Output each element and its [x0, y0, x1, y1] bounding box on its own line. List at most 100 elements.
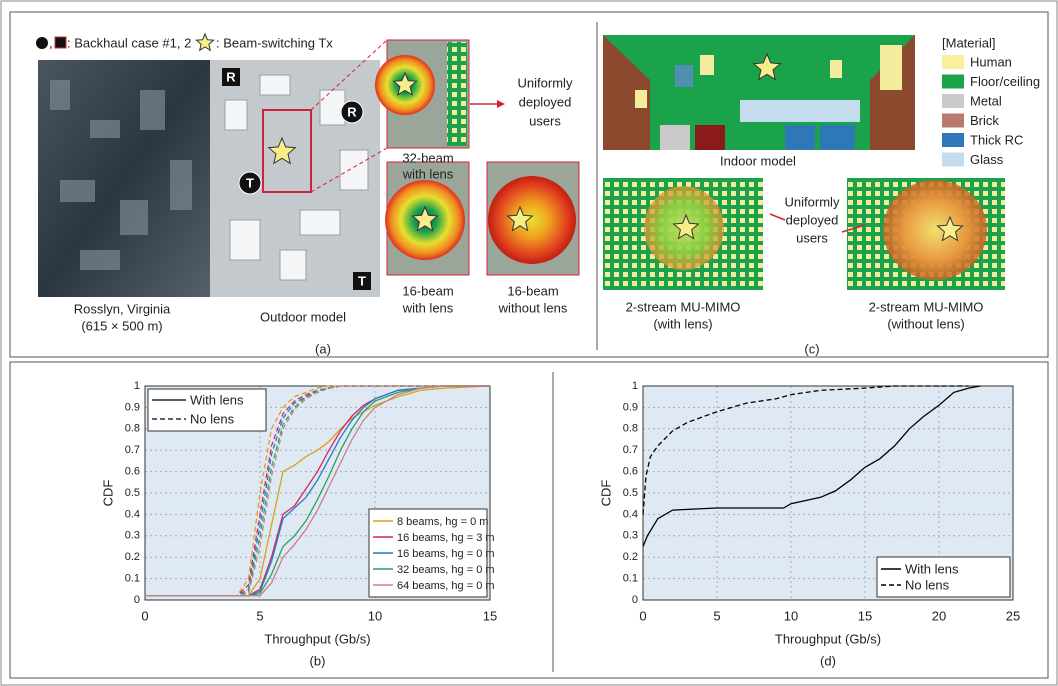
marker	[340, 100, 364, 124]
material-swatch	[942, 55, 964, 69]
material-label: Brick	[970, 113, 999, 128]
series-line	[145, 385, 490, 597]
map-label: (615 × 500 m)	[81, 318, 162, 333]
bottom-panel	[9, 361, 1049, 679]
legend-label: 16 beams, hg = 3 m	[397, 532, 495, 544]
indoor-objects	[635, 45, 902, 150]
marker	[222, 68, 240, 86]
backhaul-icon	[36, 37, 48, 49]
legend-box	[876, 556, 1011, 598]
y-axis-label: CDF	[598, 480, 613, 507]
beam-label: with lens	[402, 166, 454, 181]
mimo-label: 2-stream MU-MIMO	[869, 299, 984, 314]
y-axis-label: CDF	[100, 480, 115, 507]
x-tick-label: 15	[858, 608, 872, 623]
y-tick-label: 0.2	[125, 551, 140, 563]
marker-label: R	[347, 104, 357, 119]
series-line	[642, 385, 969, 515]
zoom-box	[262, 109, 312, 193]
caption: (b)	[310, 653, 326, 668]
material-legend: Human Floor/ceiling Metal Brick Thick RC Glas…	[942, 54, 1040, 167]
legend-label: With lens	[905, 561, 959, 576]
caption: (c)	[804, 341, 819, 356]
material-swatch	[942, 113, 964, 128]
legend-label: No lens	[905, 577, 950, 592]
material-swatch	[942, 94, 964, 108]
legend-label: No lens	[190, 411, 235, 426]
y-tick-label: 0.5	[623, 487, 638, 499]
x-tick-label: 20	[932, 608, 946, 623]
material-label: Glass	[970, 152, 1004, 167]
star	[267, 136, 297, 165]
caption: (d)	[820, 653, 836, 668]
x-axis-label: Throughput (Gb/s)	[775, 631, 881, 646]
legend-box	[147, 388, 267, 432]
star	[392, 71, 418, 96]
arrow-head	[497, 100, 505, 108]
y-tick-label: 0	[632, 594, 638, 606]
star	[672, 213, 700, 240]
users-label: Uniformly	[518, 75, 573, 90]
y-tick-label: 0	[134, 594, 140, 606]
legend-sep: ,	[49, 35, 53, 50]
material-label: Floor/ceiling	[970, 74, 1040, 89]
x-tick-label: 15	[483, 608, 497, 623]
users-strip	[447, 42, 467, 146]
legend-text: : Backhaul case #1, 2	[67, 35, 191, 50]
y-tick-label: 0.6	[623, 466, 638, 478]
city-blocks	[50, 80, 192, 270]
mimo-label: (without lens)	[887, 316, 964, 331]
marker-label: T	[246, 175, 254, 190]
y-tick-label: 0.9	[623, 401, 638, 413]
x-tick-label: 10	[368, 608, 382, 623]
users-label: deployed	[519, 94, 572, 109]
users-label: users	[796, 230, 828, 245]
beam-label: 16-beam	[402, 283, 453, 298]
series-line	[145, 385, 490, 597]
star	[752, 52, 782, 81]
x-tick-label: 5	[256, 608, 263, 623]
coverage	[883, 180, 987, 280]
legend-label: 64 beams, hg = 0 m	[397, 580, 495, 592]
y-tick-label: 0.1	[125, 573, 140, 585]
marker-label: R	[226, 69, 236, 84]
zoom-line	[310, 39, 388, 111]
indoor-label: Indoor model	[720, 153, 796, 168]
material-label: Human	[970, 54, 1012, 69]
star	[195, 32, 215, 52]
beam-label: with lens	[402, 300, 454, 315]
series-line	[145, 385, 491, 597]
series-line	[642, 385, 981, 547]
series-line	[145, 385, 490, 597]
top-panel	[9, 11, 1049, 358]
legend-label: 8 beams, hg = 0 m	[397, 516, 488, 528]
caption: (a)	[315, 341, 331, 356]
arrow	[841, 224, 866, 233]
y-tick-label: 0.8	[125, 423, 140, 435]
material-swatch	[942, 133, 964, 147]
star	[936, 215, 964, 242]
x-tick-label: 5	[713, 608, 720, 623]
y-tick-label: 0.8	[623, 423, 638, 435]
map-label: Rosslyn, Virginia	[74, 301, 171, 316]
arrow	[769, 213, 786, 221]
marker-label: T	[358, 273, 366, 288]
material-title: [Material]	[942, 35, 995, 50]
y-tick-label: 0.2	[623, 551, 638, 563]
y-tick-label: 0.6	[125, 466, 140, 478]
y-tick-label: 1	[632, 380, 638, 392]
x-axis-label: Throughput (Gb/s)	[264, 631, 370, 646]
y-tick-label: 0.4	[125, 508, 140, 520]
users-label: Uniformly	[785, 194, 840, 209]
material-swatch	[942, 152, 964, 167]
zoom-line	[310, 147, 388, 193]
legend-label: 16 beams, hg = 0 m	[397, 548, 495, 560]
users-label: users	[529, 113, 561, 128]
beam-label: 32-beam	[402, 150, 453, 165]
x-tick-label: 0	[141, 608, 148, 623]
series-line	[145, 385, 490, 597]
mimo-label: 2-stream MU-MIMO	[626, 299, 741, 314]
legend-label: 32 beams, hg = 0 m	[397, 564, 495, 576]
axes	[144, 385, 491, 601]
